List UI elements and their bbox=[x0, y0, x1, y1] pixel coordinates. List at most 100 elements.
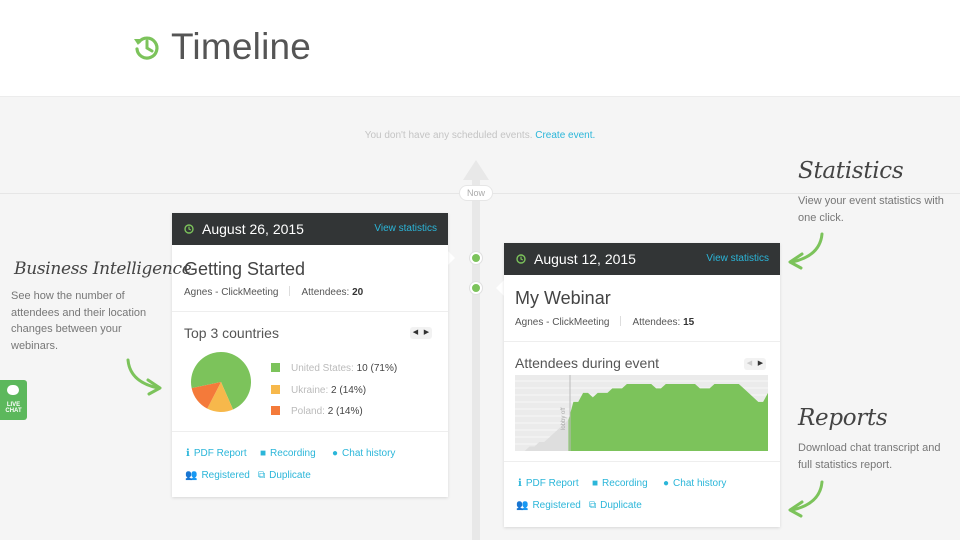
chat-history-label: Chat history bbox=[673, 478, 727, 489]
duplicate-icon: ⧉ bbox=[589, 500, 597, 511]
page-title: Timeline bbox=[171, 26, 312, 67]
attendees-count: 15 bbox=[683, 317, 695, 328]
now-arrow-icon bbox=[463, 160, 489, 180]
legend-item: Poland: 2 (14%) bbox=[271, 406, 363, 417]
registered-label: Registered bbox=[201, 470, 250, 481]
no-events-notice: You don't have any scheduled events. Cre… bbox=[0, 130, 960, 141]
event-card-header: August 12, 2015 View statistics bbox=[504, 243, 780, 275]
chat-bubble-icon: ● bbox=[663, 478, 670, 489]
next-arrow-icon[interactable]: ▶ bbox=[423, 329, 430, 336]
video-camera-icon: ■ bbox=[260, 448, 267, 459]
callout-text: View your event statistics with one clic… bbox=[798, 195, 944, 224]
duplicate-icon: ⧉ bbox=[258, 470, 266, 481]
view-statistics-link[interactable]: View statistics bbox=[706, 253, 769, 264]
pdf-report-link[interactable]: ℹ PDF Report bbox=[186, 448, 247, 459]
live-chat-button[interactable]: LIVE CHAT bbox=[0, 380, 27, 420]
legend-swatch bbox=[271, 385, 280, 394]
video-camera-icon: ■ bbox=[592, 478, 599, 489]
history-clock-icon bbox=[134, 36, 159, 60]
lobby-marker-label: lobby off bbox=[561, 407, 567, 430]
card-divider bbox=[504, 461, 780, 462]
callout-title: Statistics bbox=[798, 158, 904, 184]
widget-title: Attendees during event bbox=[515, 355, 659, 371]
curved-arrow-icon bbox=[126, 358, 162, 396]
registered-link[interactable]: 👥 Registered bbox=[185, 470, 250, 481]
event-meta: Agnes - ClickMeeting Attendees: 20 bbox=[184, 286, 363, 298]
countries-pie bbox=[191, 352, 251, 412]
attendees-count: 20 bbox=[352, 287, 364, 298]
page-header: Timeline bbox=[0, 0, 960, 97]
legend-swatch bbox=[271, 406, 280, 415]
curved-arrow-icon bbox=[788, 480, 824, 518]
widget-pager: ◀ ▶ bbox=[744, 358, 766, 370]
callout-text: See how the number of attendees and thei… bbox=[11, 290, 147, 352]
clock-icon bbox=[516, 254, 526, 264]
callout-title: Business Intelligence bbox=[14, 259, 192, 279]
lobby-area bbox=[515, 419, 569, 451]
legend-item: Ukraine: 2 (14%) bbox=[271, 385, 366, 396]
legend-country: United States: bbox=[291, 363, 354, 374]
attendees-area-chart: lobby off bbox=[515, 375, 768, 451]
duplicate-label: Duplicate bbox=[269, 470, 311, 481]
legend-country: Ukraine: bbox=[291, 385, 329, 396]
chat-history-label: Chat history bbox=[342, 448, 396, 459]
duplicate-link[interactable]: ⧉ Duplicate bbox=[258, 470, 311, 481]
notice-text: You don't have any scheduled events. bbox=[364, 130, 533, 141]
recording-link[interactable]: ■ Recording bbox=[592, 478, 648, 489]
event-date: August 26, 2015 bbox=[202, 221, 304, 237]
duplicate-link[interactable]: ⧉ Duplicate bbox=[589, 500, 642, 511]
prev-arrow-icon[interactable]: ◀ bbox=[412, 329, 419, 336]
create-event-link[interactable]: Create event. bbox=[535, 130, 596, 141]
attendees-label: Attendees: bbox=[301, 287, 350, 298]
event-host: Agnes - ClickMeeting bbox=[515, 317, 610, 328]
widget-pager: ◀ ▶ bbox=[410, 327, 432, 339]
chat-history-link[interactable]: ● Chat history bbox=[663, 478, 726, 489]
timeline-dot[interactable] bbox=[470, 252, 482, 264]
chat-history-link[interactable]: ● Chat history bbox=[332, 448, 395, 459]
pie-slice bbox=[191, 352, 251, 410]
card-divider bbox=[172, 311, 448, 312]
callout-text: Download chat transcript and full statis… bbox=[798, 442, 941, 471]
pie-slice bbox=[207, 382, 234, 412]
timeline-axis bbox=[472, 178, 480, 540]
prev-arrow-icon[interactable]: ◀ bbox=[746, 360, 753, 367]
legend-value: 10 (71%) bbox=[356, 363, 398, 374]
card-pointer bbox=[496, 280, 504, 296]
clock-icon bbox=[184, 224, 194, 234]
card-divider bbox=[172, 431, 448, 432]
live-chat-label: LIVE CHAT bbox=[5, 402, 22, 414]
attendees-label: Attendees: bbox=[632, 317, 681, 328]
event-card-header: August 26, 2015 View statistics bbox=[172, 213, 448, 245]
duplicate-label: Duplicate bbox=[600, 500, 642, 511]
legend-item: United States: 10 (71%) bbox=[271, 363, 397, 374]
event-title: Getting Started bbox=[184, 259, 306, 279]
view-statistics-link[interactable]: View statistics bbox=[374, 223, 437, 234]
event-card: August 26, 2015 View statistics Getting … bbox=[172, 213, 448, 497]
event-title: My Webinar bbox=[515, 288, 611, 308]
legend-value: 2 (14%) bbox=[331, 385, 367, 396]
registered-link[interactable]: 👥 Registered bbox=[516, 500, 581, 511]
card-pointer bbox=[447, 250, 455, 266]
recording-label: Recording bbox=[270, 448, 316, 459]
timeline-dot[interactable] bbox=[470, 282, 482, 294]
attendees-area bbox=[568, 383, 768, 451]
pdf-report-link[interactable]: ℹ PDF Report bbox=[518, 478, 579, 489]
next-arrow-icon[interactable]: ▶ bbox=[757, 360, 764, 367]
event-host: Agnes - ClickMeeting bbox=[184, 287, 279, 298]
info-icon: ℹ bbox=[186, 448, 190, 459]
chat-bubble-icon bbox=[7, 385, 19, 395]
legend-swatch bbox=[271, 363, 280, 372]
recording-link[interactable]: ■ Recording bbox=[260, 448, 316, 459]
registered-label: Registered bbox=[532, 500, 581, 511]
legend-country: Poland: bbox=[291, 406, 325, 417]
event-meta: Agnes - ClickMeeting Attendees: 15 bbox=[515, 316, 694, 328]
pdf-report-label: PDF Report bbox=[525, 478, 579, 489]
event-date: August 12, 2015 bbox=[534, 251, 636, 267]
users-icon: 👥 bbox=[516, 500, 529, 511]
card-divider bbox=[504, 341, 780, 342]
now-label: Now bbox=[459, 185, 493, 201]
callout-title: Reports bbox=[798, 405, 888, 431]
pie-slice bbox=[191, 382, 221, 409]
info-icon: ℹ bbox=[518, 478, 522, 489]
recording-label: Recording bbox=[602, 478, 648, 489]
